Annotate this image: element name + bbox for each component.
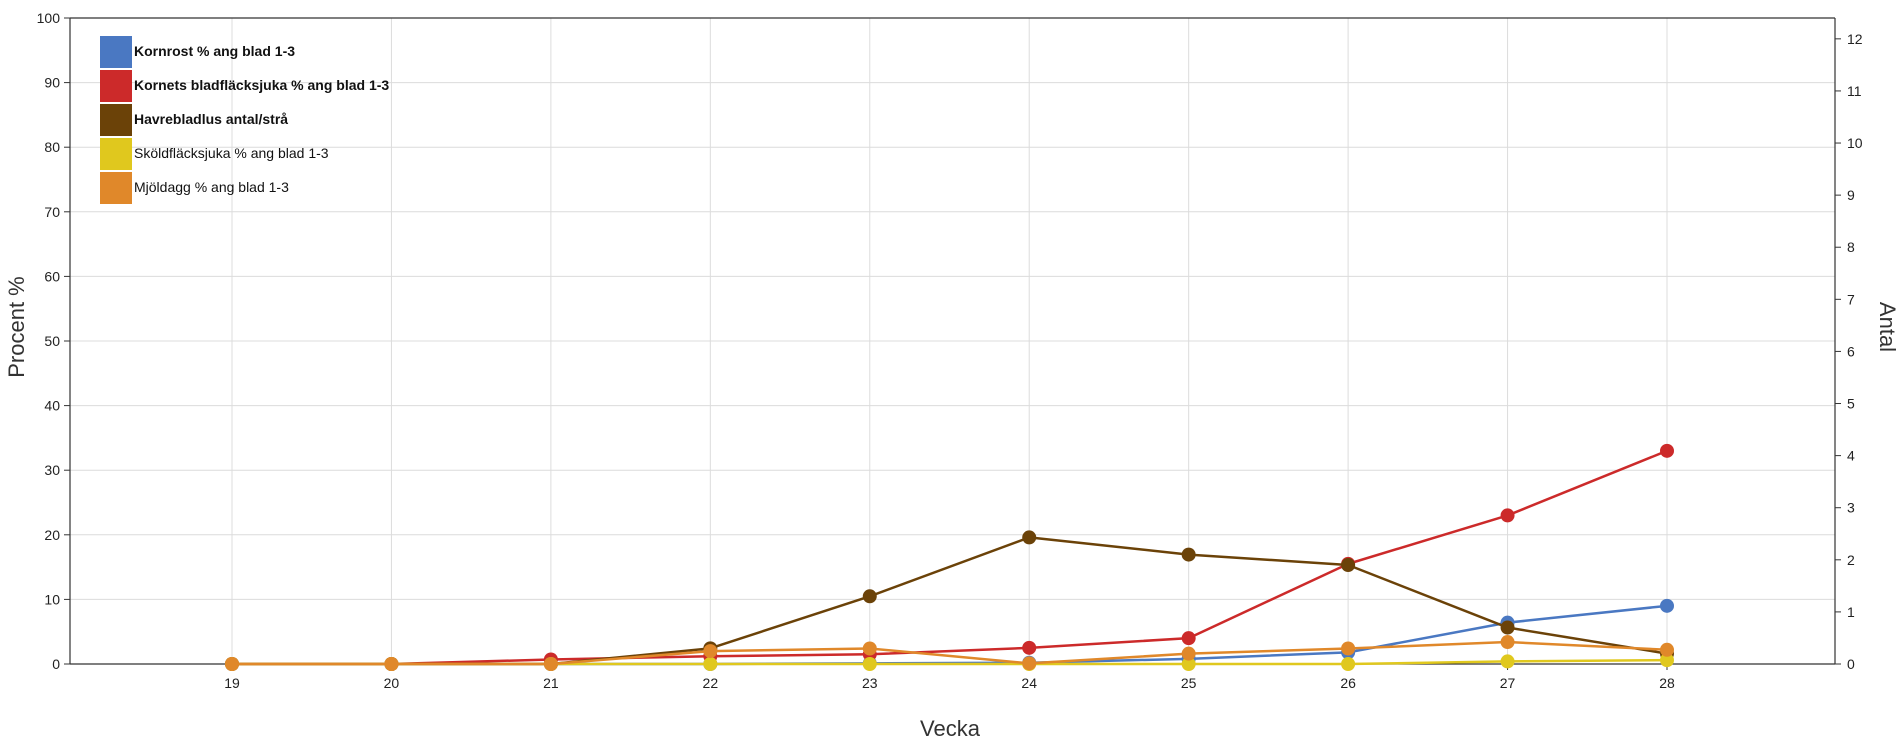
data-point[interactable]	[1181, 657, 1196, 671]
gridlines	[70, 17, 1835, 665]
y-right-tick-label: 11	[1847, 83, 1862, 99]
legend-swatch	[100, 172, 132, 204]
x-tick-label: 27	[1500, 675, 1516, 691]
data-point[interactable]	[703, 644, 718, 659]
y-left-tick-label: 90	[44, 75, 60, 91]
legend-swatch	[100, 104, 132, 136]
legend-label: Kornrost % ang blad 1-3	[134, 43, 295, 59]
data-point[interactable]	[1500, 635, 1515, 650]
data-point[interactable]	[1500, 654, 1515, 669]
y-right-tick-label: 3	[1847, 500, 1855, 516]
x-tick-label: 23	[862, 675, 878, 691]
legend-label: Havrebladlus antal/strå	[134, 111, 288, 127]
legend-label: Sköldfläcksjuka % ang blad 1-3	[134, 145, 329, 161]
data-point[interactable]	[1022, 656, 1037, 671]
data-point[interactable]	[1341, 641, 1356, 656]
y-right-tick-label: 8	[1847, 239, 1855, 255]
data-point[interactable]	[862, 641, 877, 656]
y-left-tick-label: 0	[52, 656, 60, 672]
y-right-tick-label: 4	[1847, 448, 1855, 464]
y-left-tick-label: 50	[44, 333, 60, 349]
x-tick-label: 24	[1021, 675, 1037, 691]
y-left-tick-label: 60	[44, 268, 60, 284]
y-left-tick-label: 100	[37, 10, 61, 26]
series-0	[225, 598, 1674, 671]
y-axis-left-title: Procent %	[4, 276, 29, 378]
series-1	[225, 443, 1674, 671]
data-point[interactable]	[1022, 530, 1037, 545]
series-line	[232, 449, 1668, 666]
x-tick-label: 19	[224, 675, 240, 691]
legend-item[interactable]: Kornets bladfläcksjuka % ang blad 1-3	[100, 70, 389, 102]
x-tick-label: 20	[384, 675, 400, 691]
data-point[interactable]	[1500, 620, 1515, 635]
y-left-tick-label: 20	[44, 527, 60, 543]
series-4	[225, 635, 1674, 671]
legend-label: Kornets bladfläcksjuka % ang blad 1-3	[134, 77, 389, 93]
y-left-tick-label: 10	[44, 591, 60, 607]
y-axis-right-title: Antal	[1875, 302, 1899, 352]
data-point[interactable]	[1181, 646, 1196, 661]
series-line	[232, 640, 1668, 666]
x-tick-label: 22	[703, 675, 719, 691]
y-right-tick-label: 10	[1847, 135, 1863, 151]
y-left-tick-label: 80	[44, 139, 60, 155]
y-left-tick-label: 40	[44, 398, 60, 414]
data-point[interactable]	[1022, 640, 1037, 655]
y-right-tick-label: 12	[1847, 31, 1863, 47]
legend-label: Mjöldagg % ang blad 1-3	[134, 179, 289, 195]
x-tick-label: 28	[1659, 675, 1675, 691]
legend-swatch	[100, 70, 132, 102]
data-point[interactable]	[384, 657, 399, 671]
data-point[interactable]	[862, 657, 877, 671]
legend-item[interactable]: Mjöldagg % ang blad 1-3	[100, 172, 289, 204]
data-point[interactable]	[225, 657, 239, 671]
data-point[interactable]	[1660, 443, 1674, 458]
legend-item[interactable]: Sköldfläcksjuka % ang blad 1-3	[100, 138, 329, 170]
data-point[interactable]	[1341, 558, 1356, 573]
data-point[interactable]	[1660, 598, 1674, 613]
y-right-tick-label: 9	[1847, 187, 1855, 203]
y-right-tick-label: 2	[1847, 552, 1855, 568]
x-axis-title: Vecka	[920, 716, 981, 741]
legend-swatch	[100, 138, 132, 170]
y-left-tick-label: 70	[44, 204, 60, 220]
legend-swatch	[100, 36, 132, 68]
data-point[interactable]	[1181, 547, 1196, 562]
series-layer	[225, 443, 1674, 671]
data-point[interactable]	[543, 657, 558, 671]
y-right-tick-label: 5	[1847, 396, 1855, 412]
x-tick-label: 26	[1340, 675, 1356, 691]
y-left-tick-label: 30	[44, 462, 60, 478]
data-point[interactable]	[703, 657, 718, 671]
data-point[interactable]	[1660, 653, 1674, 668]
y-right-tick-label: 6	[1847, 343, 1855, 359]
data-point[interactable]	[1660, 642, 1674, 657]
data-point[interactable]	[1341, 657, 1356, 671]
legend-item[interactable]: Havrebladlus antal/strå	[100, 104, 288, 136]
x-tick-label: 25	[1181, 675, 1197, 691]
legend-item[interactable]: Kornrost % ang blad 1-3	[100, 36, 295, 68]
data-point[interactable]	[1181, 631, 1196, 646]
y-right-tick-label: 1	[1847, 604, 1855, 620]
y-right-tick-label: 0	[1847, 656, 1855, 672]
legend: Kornrost % ang blad 1-3 Kornets bladfläck…	[100, 36, 389, 204]
y-right-tick-label: 7	[1847, 291, 1855, 307]
data-point[interactable]	[1500, 508, 1515, 523]
data-point[interactable]	[862, 589, 877, 604]
axes: 19 20 21 22 23 24 25 26 27 2801020304050607080901…	[37, 10, 1863, 691]
x-tick-label: 21	[543, 675, 559, 691]
